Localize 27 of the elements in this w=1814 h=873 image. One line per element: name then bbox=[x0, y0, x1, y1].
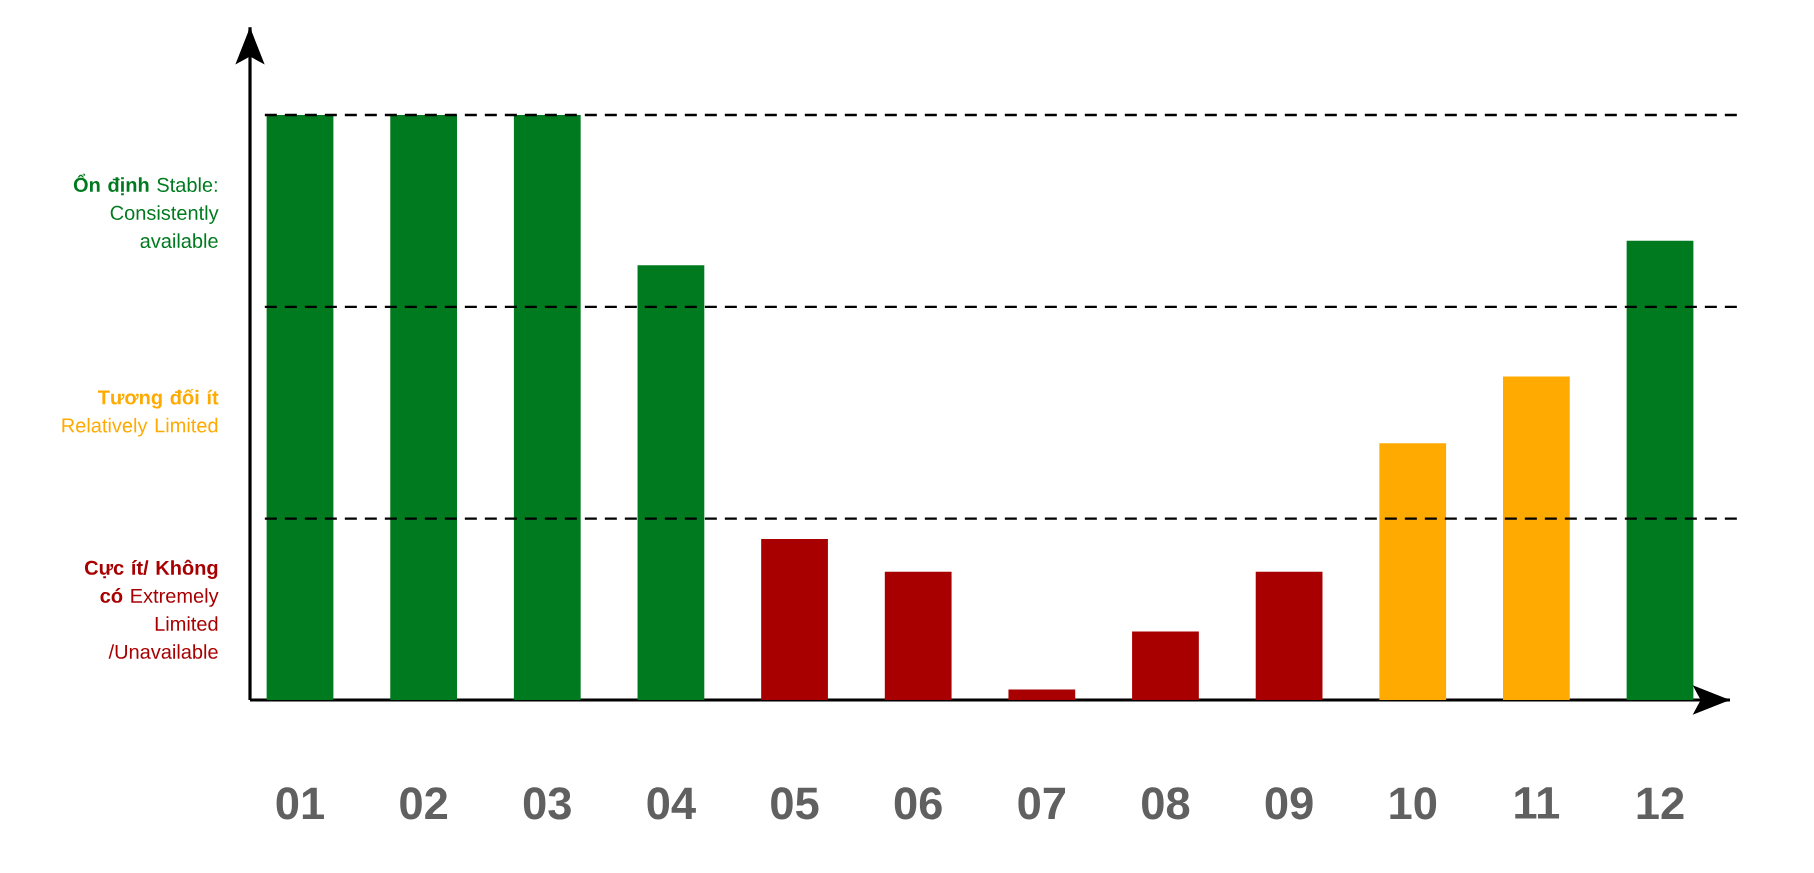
x-tick-label: 11 bbox=[1515, 787, 1560, 819]
bar bbox=[1008, 689, 1076, 700]
bar bbox=[1132, 631, 1199, 700]
x-tick-label: 03 bbox=[523, 787, 571, 820]
x-tick-label: 12 bbox=[1637, 787, 1684, 820]
text: Tương đối ít Relatively Limited bbox=[62, 388, 219, 437]
bar bbox=[266, 114, 334, 700]
x-tick-label: 01 bbox=[276, 787, 324, 820]
bar bbox=[884, 571, 952, 700]
bar bbox=[1626, 240, 1694, 700]
text: Cực ít/ Không có Extremely Limited /Unavailable bbox=[84, 559, 219, 659]
x-tick-label: 08 bbox=[1142, 787, 1190, 820]
bar bbox=[1379, 443, 1447, 700]
bar bbox=[390, 114, 458, 700]
x-tick-label: 06 bbox=[894, 787, 942, 820]
bar bbox=[1255, 571, 1323, 700]
x-tick-label: 07 bbox=[1018, 787, 1066, 820]
text: Ổn định Stable: Consistently available bbox=[73, 173, 219, 248]
bar bbox=[1503, 376, 1570, 700]
x-tick-label: 04 bbox=[647, 787, 696, 820]
x-tick-label: 09 bbox=[1265, 787, 1313, 820]
bar bbox=[761, 539, 828, 700]
bar bbox=[637, 265, 705, 700]
x-tick-label: 05 bbox=[771, 787, 819, 820]
bar bbox=[513, 114, 581, 700]
x-tick-label: 10 bbox=[1390, 787, 1437, 820]
x-tick-label: 02 bbox=[400, 787, 448, 820]
